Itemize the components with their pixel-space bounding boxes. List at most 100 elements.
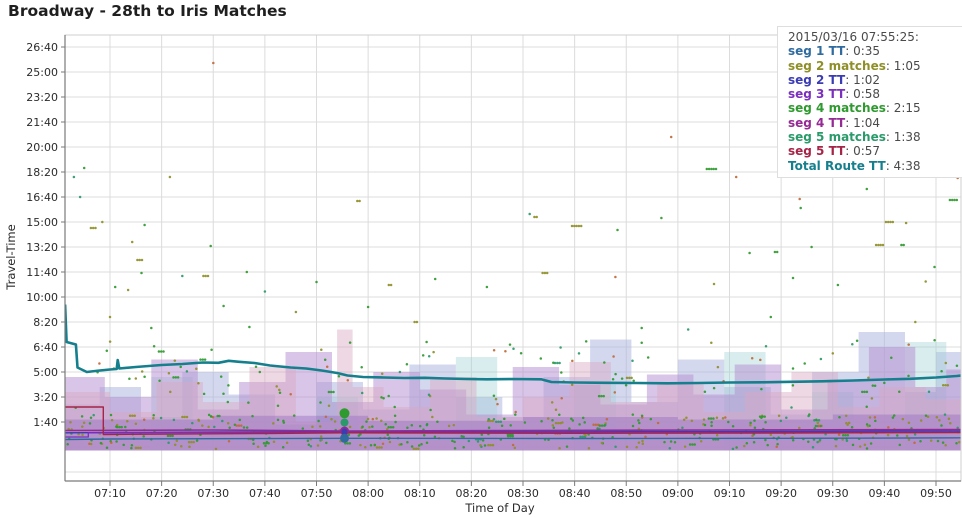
match-dot	[382, 397, 385, 400]
match-dot	[202, 274, 205, 278]
match-dot	[359, 443, 362, 447]
match-dot	[751, 434, 754, 438]
match-dot	[861, 390, 864, 394]
match-dot	[603, 424, 606, 427]
match-dot	[624, 384, 628, 387]
match-dot	[380, 446, 383, 449]
match-dot	[514, 413, 517, 416]
match-dot	[368, 426, 371, 429]
match-dot	[128, 377, 131, 381]
match-dot	[673, 441, 677, 444]
match-dot	[167, 371, 171, 375]
match-dot	[115, 425, 118, 428]
match-dot	[494, 420, 498, 424]
match-dot	[773, 250, 777, 254]
match-dot	[905, 434, 909, 438]
match-dot	[195, 367, 198, 370]
match-dot	[89, 442, 93, 446]
match-dot	[578, 423, 581, 426]
match-dot	[319, 435, 323, 438]
x-tick-label: 08:20	[456, 487, 488, 500]
match-dot	[504, 350, 507, 353]
match-dot	[509, 424, 512, 427]
match-dot	[393, 414, 397, 417]
match-dot	[941, 441, 945, 444]
match-dot	[933, 265, 936, 269]
match-dot	[914, 320, 917, 324]
match-dot	[545, 271, 549, 275]
match-dot	[707, 417, 711, 420]
match-dot	[594, 423, 598, 426]
match-dot	[944, 361, 948, 365]
match-dot	[306, 439, 310, 442]
match-dot	[420, 442, 423, 446]
y-tick-label: 3:20	[33, 391, 58, 404]
match-dot	[503, 417, 506, 421]
match-dot	[944, 443, 947, 447]
match-dot	[816, 440, 819, 444]
match-dot	[252, 442, 255, 445]
match-dot	[596, 427, 599, 430]
match-dot	[865, 187, 869, 191]
match-dot	[553, 361, 557, 365]
match-dot	[213, 425, 216, 429]
highlight-marker	[341, 428, 348, 435]
match-dot	[496, 402, 499, 406]
match-dot	[791, 384, 795, 387]
match-dot	[541, 271, 544, 275]
match-dot	[844, 414, 848, 417]
match-dot	[539, 357, 543, 360]
match-dot	[764, 420, 767, 424]
y-tick-label: 5:00	[33, 366, 58, 379]
match-dot	[89, 226, 93, 230]
match-dot	[347, 433, 351, 437]
match-dot	[907, 438, 911, 442]
y-tick-label: 10:00	[26, 291, 58, 304]
match-dot	[513, 446, 517, 450]
match-dot	[99, 441, 103, 445]
match-dot	[845, 421, 848, 425]
match-dot	[881, 243, 885, 247]
match-dot	[817, 418, 821, 422]
match-dot	[731, 425, 735, 428]
match-dot	[380, 396, 383, 399]
match-dot	[540, 420, 543, 423]
seg-1-tt-line	[65, 437, 961, 441]
match-dot	[743, 444, 746, 448]
match-dot	[248, 325, 251, 329]
match-dot	[766, 443, 769, 447]
match-dot	[691, 443, 694, 446]
match-dot	[584, 340, 588, 343]
match-dot	[460, 435, 463, 438]
match-dot	[669, 440, 673, 443]
match-dot	[748, 251, 751, 255]
match-dot	[209, 415, 213, 418]
match-dot	[851, 343, 854, 346]
match-dot	[228, 426, 231, 429]
match-dot	[506, 435, 510, 438]
match-dot	[327, 390, 331, 394]
tooltip-entry-value: : 4:38	[885, 158, 921, 173]
x-tick-label: 07:30	[197, 487, 229, 500]
match-dot	[927, 390, 931, 393]
match-dot	[749, 423, 752, 427]
tooltip-entry-value: : 0:57	[845, 144, 881, 159]
match-dot	[406, 441, 409, 444]
match-dot	[865, 423, 869, 426]
match-dot	[807, 440, 810, 443]
match-dot	[703, 390, 707, 393]
y-tick-label: 6:40	[33, 341, 58, 354]
match-dot	[817, 424, 821, 428]
match-dot	[388, 440, 392, 444]
match-dot	[222, 392, 225, 395]
x-tick-label: 09:20	[765, 487, 797, 500]
match-dot	[508, 343, 512, 346]
match-dot	[926, 415, 930, 418]
match-dot	[779, 419, 783, 423]
match-dot	[203, 358, 207, 361]
match-dot	[721, 416, 725, 420]
match-dot	[324, 415, 328, 418]
match-dot	[373, 443, 377, 447]
match-dot	[242, 426, 246, 429]
